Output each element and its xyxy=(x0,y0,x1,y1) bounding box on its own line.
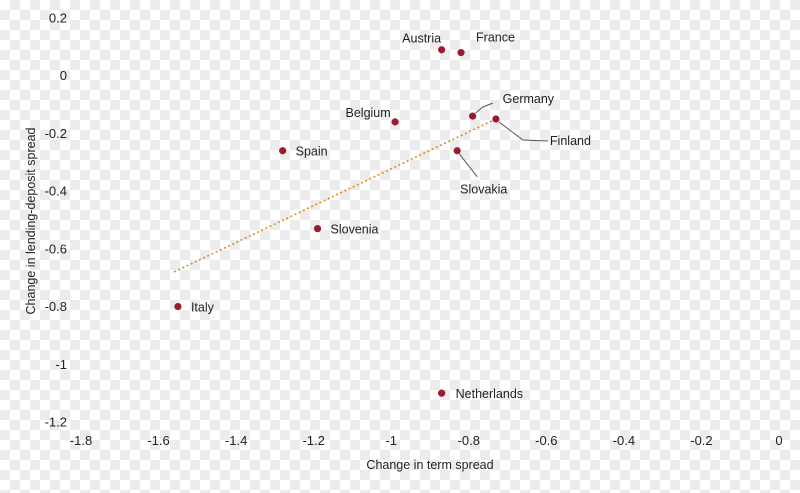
data-point xyxy=(438,46,446,54)
label-leader-lines xyxy=(458,102,548,178)
x-tick-label: -0.4 xyxy=(613,433,635,448)
point-label: Italy xyxy=(191,301,215,315)
leader-line xyxy=(498,121,548,142)
leader-line xyxy=(475,102,493,114)
data-point xyxy=(469,112,477,120)
x-tick-label: -1.6 xyxy=(147,433,169,448)
y-axis-ticks: 0.2 0 -0.2 -0.4 -0.6 -0.8 -1 -1.2 xyxy=(45,11,67,430)
leader-line xyxy=(458,153,478,178)
point-label: Belgium xyxy=(346,106,391,120)
y-tick-label: -1.2 xyxy=(45,415,67,430)
point-label: Slovenia xyxy=(331,223,379,237)
point-label: Germany xyxy=(503,92,555,106)
data-point xyxy=(391,118,399,126)
y-tick-label: -1 xyxy=(55,357,67,372)
y-tick-label: 0 xyxy=(60,68,67,83)
data-point xyxy=(453,147,461,155)
x-tick-label: -1 xyxy=(385,433,397,448)
data-point xyxy=(313,225,322,233)
data-point xyxy=(279,147,287,155)
y-tick-label: 0.2 xyxy=(49,11,67,26)
y-tick-label: -0.8 xyxy=(45,299,67,314)
point-label: Slovakia xyxy=(460,183,507,197)
point-label: Finland xyxy=(550,134,591,148)
point-label: Spain xyxy=(296,145,328,159)
y-axis-title: Change in lending-deposit spread xyxy=(24,127,38,314)
point-label: Netherlands xyxy=(456,387,523,401)
x-tick-label: 0 xyxy=(775,433,782,448)
x-tick-label: -1.8 xyxy=(70,433,92,448)
x-tick-label: -0.2 xyxy=(690,433,712,448)
y-tick-label: -0.2 xyxy=(45,126,67,141)
data-points xyxy=(174,46,500,397)
trendline xyxy=(173,118,497,273)
data-point xyxy=(174,302,182,311)
point-label: Austria xyxy=(402,32,441,46)
x-tick-label: -1.4 xyxy=(225,433,247,448)
data-point xyxy=(457,49,465,57)
point-label: France xyxy=(476,31,515,45)
data-point xyxy=(438,389,446,397)
y-tick-label: -0.6 xyxy=(45,241,67,256)
y-tick-label: -0.4 xyxy=(45,184,67,199)
x-tick-label: -0.8 xyxy=(458,433,480,448)
x-tick-label: -1.2 xyxy=(302,433,324,448)
x-axis-title: Change in term spread xyxy=(366,458,493,472)
x-axis-ticks: -1.8 -1.6 -1.4 -1.2 -1 -0.8 -0.6 -0.4 -0.2 0 xyxy=(70,433,783,448)
x-tick-label: -0.6 xyxy=(535,433,557,448)
point-labels: Austria France Belgium Germany Finland Spain S… xyxy=(191,31,591,402)
data-point xyxy=(492,115,500,123)
